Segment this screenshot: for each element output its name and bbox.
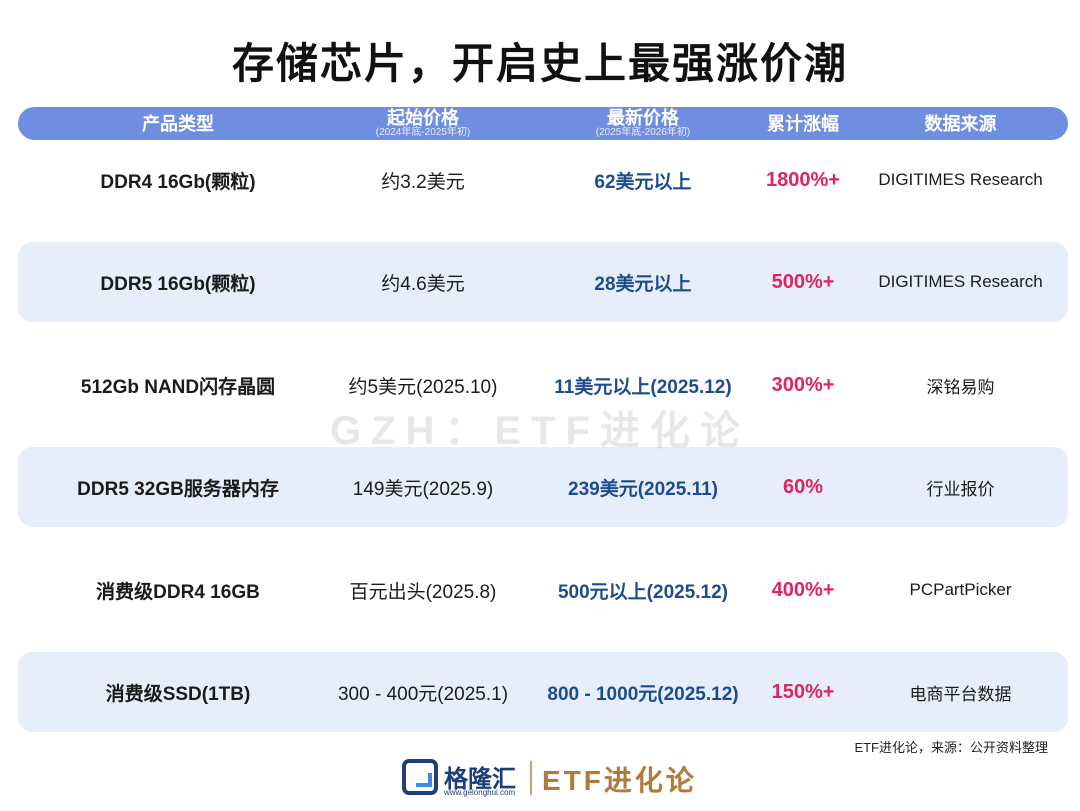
logo-url: www.gelonghui.com: [444, 788, 516, 797]
latest-price-cell: 62美元以上: [594, 171, 692, 193]
rise-cell: 60%: [782, 475, 824, 498]
table-row: DDR4 16Gb(颗粒) 约3.2美元 62美元以上 1800%+ DIGIT…: [18, 140, 1068, 220]
header-source-label: 数据来源: [924, 113, 997, 134]
latest-price-cell: 500元以上(2025.12): [557, 581, 729, 603]
product-cell: 消费级SSD(1TB): [105, 683, 251, 705]
latest-price-cell: 800 - 1000元(2025.12): [547, 683, 739, 705]
rise-cell: 400%+: [771, 578, 835, 601]
start-price-cell: 约4.6美元: [381, 273, 465, 295]
start-price-cell: 约3.2美元: [381, 171, 465, 193]
table-row: DDR5 16Gb(颗粒) 约4.6美元 28美元以上 500%+ DIGITI…: [18, 242, 1068, 322]
table-row: 消费级SSD(1TB) 300 - 400元(2025.1) 800 - 100…: [18, 652, 1068, 732]
latest-price-cell: 239美元(2025.11): [568, 478, 718, 500]
table-row: 消费级DDR4 16GB 百元出头(2025.8) 500元以上(2025.12…: [18, 550, 1068, 630]
header-source: 数据来源: [868, 107, 1053, 140]
table-row: DDR5 32GB服务器内存 149美元(2025.9) 239美元(2025.…: [18, 447, 1068, 527]
page-title: 存储芯片，开启史上最强涨价潮: [231, 40, 848, 87]
latest-price-cell: 28美元以上: [594, 273, 692, 295]
footer: 格隆汇 www.gelonghui.com ETF进化论: [0, 755, 1080, 805]
header-rise-label: 累计涨幅: [767, 113, 839, 134]
start-price-cell: 149美元(2025.9): [352, 478, 494, 500]
product-cell: DDR5 32GB服务器内存: [77, 478, 279, 500]
table-row: 512Gb NAND闪存晶圆 约5美元(2025.10) 11美元以上(2025…: [18, 345, 1068, 425]
rise-cell: 300%+: [771, 373, 835, 396]
header-latest-sub: (2025年底-2026年初): [595, 127, 691, 138]
header-product: 产品类型: [78, 107, 278, 140]
source-cell: 行业报价: [926, 479, 995, 499]
header-start-sub: (2024年底-2025年初): [375, 127, 471, 138]
header-latest-label: 最新价格: [607, 108, 679, 128]
product-cell: DDR4 16Gb(颗粒): [100, 171, 256, 193]
start-price-cell: 百元出头(2025.8): [349, 581, 497, 603]
product-cell: DDR5 16Gb(颗粒): [100, 273, 256, 295]
header-product-label: 产品类型: [142, 113, 214, 134]
source-cell: DIGITIMES Research: [878, 170, 1043, 189]
product-cell: 消费级DDR4 16GB: [96, 581, 260, 603]
source-cell: 深铭易购: [926, 377, 995, 397]
header-latest-price: 最新价格 (2025年底-2026年初): [548, 107, 738, 140]
gelonghui-logo-icon: [402, 759, 438, 795]
product-cell: 512Gb NAND闪存晶圆: [80, 376, 276, 398]
header-start-price: 起始价格 (2024年底-2025年初): [328, 107, 518, 140]
source-note: ETF进化论，来源：公开资料整理: [854, 740, 1048, 755]
rise-cell: 500%+: [771, 270, 835, 293]
rise-cell: 1800%+: [766, 168, 840, 191]
watermark: GZH：ETF进化论: [330, 409, 750, 453]
latest-price-cell: 11美元以上(2025.12): [554, 376, 732, 398]
header-rise: 累计涨幅: [743, 107, 863, 140]
source-cell: 电商平台数据: [909, 684, 1012, 704]
start-price-cell: 300 - 400元(2025.1): [337, 683, 509, 705]
start-price-cell: 约5美元(2025.10): [348, 376, 498, 398]
source-cell: DIGITIMES Research: [878, 272, 1043, 291]
rise-cell: 150%+: [771, 680, 835, 703]
source-cell: PCPartPicker: [909, 580, 1012, 599]
table-header: 产品类型 起始价格 (2024年底-2025年初) 最新价格 (2025年底-2…: [18, 107, 1068, 140]
footer-divider: [530, 761, 532, 795]
brand-name: ETF进化论: [542, 765, 697, 796]
header-start-label: 起始价格: [387, 108, 459, 128]
logo-name: 格隆汇: [444, 766, 516, 793]
